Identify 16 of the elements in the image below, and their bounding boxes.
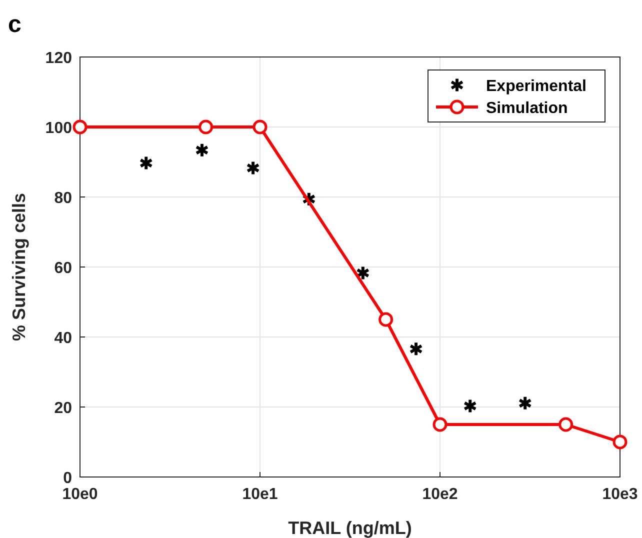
y-tick-label: 120 <box>45 50 72 67</box>
x-axis-title: TRAIL (ng/mL) <box>288 518 412 538</box>
x-tick-label: 10e0 <box>62 486 98 503</box>
x-tick-label: 10e3 <box>602 486 638 503</box>
x-tick-label: 10e2 <box>422 486 458 503</box>
y-tick-label: 0 <box>63 470 72 487</box>
y-tick-label: 100 <box>45 120 72 137</box>
legend-label: Simulation <box>486 100 568 117</box>
chart-title: c <box>8 11 22 38</box>
y-tick-label: 60 <box>54 260 72 277</box>
y-axis-title: % Surviving cells <box>9 192 29 342</box>
y-tick-label: 80 <box>54 190 72 207</box>
legend-label: Experimental <box>486 78 586 95</box>
y-tick-label: 20 <box>54 400 72 417</box>
x-tick-label: 10e1 <box>242 486 278 503</box>
y-tick-label: 40 <box>54 330 72 347</box>
